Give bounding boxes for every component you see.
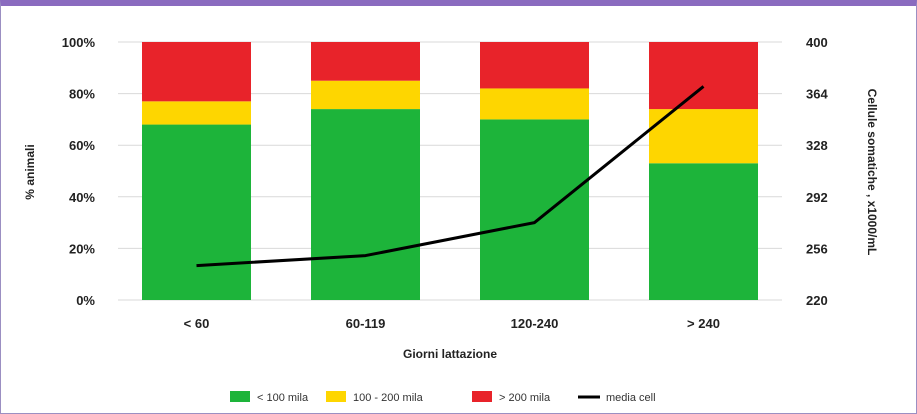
bar-segment [142,124,251,300]
line-layer [196,85,705,268]
y-tick-label-left: 100% [62,35,96,50]
y-tick-label-right: 256 [806,241,828,256]
bars-layer [142,42,758,301]
bar-segment [480,119,589,301]
bar-segment [649,109,758,164]
y-tick-label-left: 20% [69,241,95,256]
legend-swatch [230,391,250,402]
y-axis-title-right: Cellule somatiche , x1000/mL [865,89,879,256]
bar-segment [142,42,251,102]
bar-segment [649,163,758,300]
y-tick-label-left: 40% [69,190,95,205]
bar-segment [480,88,589,120]
bar-segment [480,42,589,89]
y-tick-label-right: 220 [806,293,828,308]
x-tick-label: 60-119 [346,316,386,331]
legend-label: < 100 mila [257,392,309,404]
legend-label: media cell [606,392,656,404]
x-tick-label: < 60 [184,316,210,331]
y-tick-label-left: 80% [69,87,95,102]
y-tick-label-left: 60% [69,138,95,153]
x-tick-label: > 240 [687,316,720,331]
x-tick-label: 120-240 [511,316,559,331]
bar-segment [311,80,420,110]
x-axis-title: Giorni lattazione [403,347,497,361]
y-axis-title-left: % animali [23,144,37,199]
legend-label: > 200 mila [499,392,551,404]
bar-segment [649,42,758,110]
ticks-layer: 0% 220 20% 256 40% 292 60% 328 80% 364 100% 400 < 60… [62,35,829,331]
bar-segment [311,109,420,300]
y-tick-label-left: 0% [76,293,95,308]
bar-segment [311,42,420,81]
legend-swatch [472,391,492,402]
y-tick-label-right: 328 [806,138,828,153]
legend-swatch [326,391,346,402]
bar-segment [142,101,251,125]
y-tick-label-right: 400 [806,35,828,50]
y-tick-label-right: 292 [806,190,828,205]
legend-label: 100 - 200 mila [353,392,424,404]
legend: < 100 mila 100 - 200 mila > 200 mila media … [230,391,656,404]
media-cell-line [196,85,705,268]
y-tick-label-right: 364 [806,87,828,102]
